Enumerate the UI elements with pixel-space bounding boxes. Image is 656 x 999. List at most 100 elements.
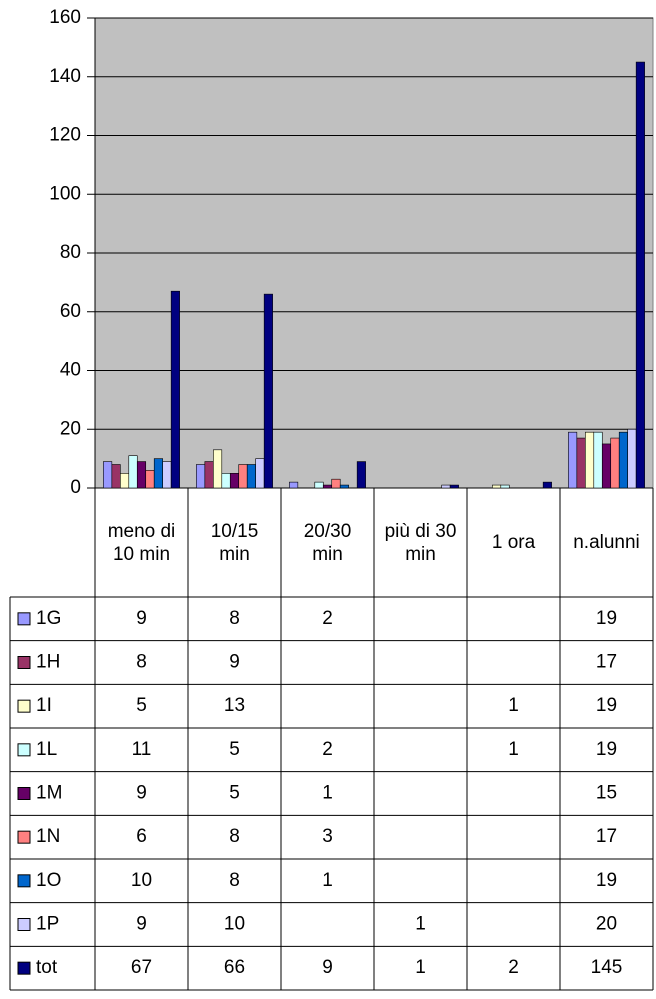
- bar: [111, 464, 121, 489]
- table-value: 1: [322, 870, 333, 891]
- legend-label: 1H: [36, 652, 60, 673]
- bar: [120, 473, 130, 489]
- bar: [331, 478, 341, 489]
- legend-key: [17, 961, 31, 975]
- legend-key: [17, 699, 31, 713]
- bar: [500, 484, 510, 489]
- bar: [593, 431, 603, 489]
- x-tick-label: 20/30 min: [303, 520, 352, 565]
- legend-label: tot: [36, 957, 58, 978]
- x-tick-label: più di 30 min: [384, 520, 457, 565]
- bar: [449, 484, 459, 489]
- bar: [103, 461, 113, 489]
- legend-label: 1N: [36, 826, 60, 847]
- legend-label: 1M: [36, 783, 62, 804]
- bar: [136, 461, 147, 489]
- legend-label: 1O: [36, 870, 61, 891]
- table-value: 17: [596, 826, 617, 847]
- y-tick-label: 40: [60, 360, 81, 381]
- table-value: 9: [136, 608, 147, 629]
- bar: [229, 473, 240, 489]
- table-value: 15: [596, 783, 617, 804]
- x-tick-label: meno di 10 min: [107, 520, 176, 565]
- bar: [542, 481, 552, 489]
- x-tick-label: n.alunni: [573, 532, 640, 553]
- table-value: 1: [415, 914, 426, 935]
- legend-label: 1I: [36, 695, 52, 716]
- bar: [145, 470, 155, 489]
- table-value: 13: [224, 695, 245, 716]
- legend-key: [17, 656, 31, 669]
- legend-label: 1P: [36, 914, 59, 935]
- bar: [213, 449, 223, 489]
- table-value: 1: [508, 739, 519, 760]
- legend-key: [17, 787, 31, 800]
- table-value: 8: [136, 652, 147, 673]
- bar: [221, 473, 231, 489]
- legend-key: [17, 612, 31, 626]
- category-cell: 20/30 min: [303, 520, 352, 565]
- table-value: 19: [596, 608, 617, 629]
- bar: [153, 458, 163, 489]
- table-value: 20: [596, 914, 617, 935]
- bar: [263, 293, 273, 489]
- y-tick-label: 20: [60, 418, 81, 439]
- table-value: 19: [596, 870, 617, 891]
- legend-key: [17, 874, 31, 888]
- bar: [196, 464, 206, 489]
- bar: [610, 437, 620, 489]
- bar: [576, 437, 586, 489]
- table-value: 5: [229, 739, 240, 760]
- y-tick-label: 60: [60, 301, 81, 322]
- table-value: 2: [322, 608, 333, 629]
- table-value: 67: [131, 957, 152, 978]
- table-value: 6: [136, 826, 147, 847]
- y-tick-label: 120: [49, 125, 81, 146]
- table-value: 9: [136, 914, 147, 935]
- bar: [128, 455, 138, 489]
- table-value: 10: [131, 870, 152, 891]
- y-tick-label: 140: [49, 66, 81, 87]
- table-value: 17: [596, 652, 617, 673]
- bar: [289, 481, 299, 489]
- table-value: 9: [136, 783, 147, 804]
- bar: [635, 61, 645, 489]
- bar: [618, 431, 628, 489]
- bar: [568, 431, 578, 489]
- y-tick-label: 80: [60, 242, 81, 263]
- bar: [255, 458, 265, 489]
- table-value: 145: [591, 957, 623, 978]
- category-cell: n.alunni: [573, 532, 640, 553]
- y-tick-label: 100: [49, 183, 81, 204]
- category-cell: meno di 10 min: [107, 520, 176, 565]
- table-value: 8: [229, 608, 240, 629]
- table-value: 11: [132, 739, 152, 760]
- table-value: 8: [229, 826, 240, 847]
- bar: [162, 461, 172, 489]
- legend-key: [17, 830, 31, 844]
- table-value: 19: [596, 695, 617, 716]
- bar: [204, 461, 214, 489]
- legend-key: [17, 918, 31, 931]
- table-value: 9: [229, 652, 240, 673]
- legend-label: 1G: [36, 608, 61, 629]
- legend-label: 1L: [36, 739, 57, 760]
- category-cell: più di 30 min: [384, 520, 457, 565]
- bar: [601, 443, 612, 489]
- bar: [339, 484, 349, 489]
- bar: [585, 431, 595, 489]
- x-tick-label: 10/15 min: [210, 520, 259, 565]
- table-value: 9: [322, 957, 333, 978]
- table-value: 1: [508, 695, 519, 716]
- table-value: 66: [224, 957, 245, 978]
- bar: [246, 464, 256, 489]
- x-tick-label: 1 ora: [491, 532, 536, 553]
- table-value: 1: [415, 957, 426, 978]
- category-cell: 10/15 min: [210, 520, 259, 565]
- table-value: 10: [224, 914, 245, 935]
- table-value: 19: [596, 739, 617, 760]
- bar: [170, 290, 180, 489]
- table-value: 5: [136, 695, 147, 716]
- legend-key: [17, 743, 31, 757]
- bar: [238, 464, 248, 489]
